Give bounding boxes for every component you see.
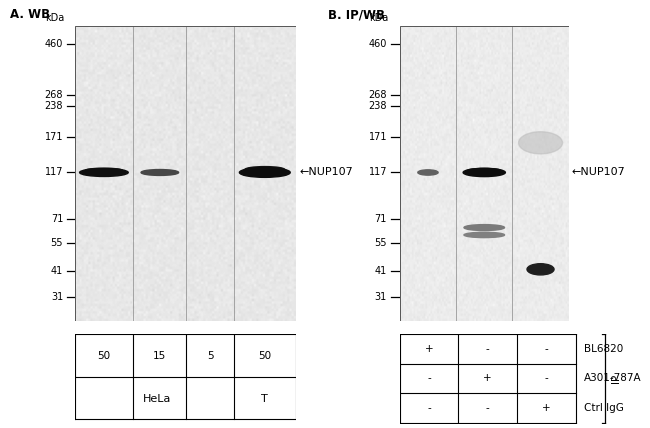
Ellipse shape (467, 168, 501, 173)
Text: 31: 31 (51, 292, 63, 302)
Ellipse shape (463, 168, 506, 177)
Ellipse shape (245, 166, 285, 172)
Text: ←NUP107: ←NUP107 (572, 167, 626, 178)
Text: 268: 268 (45, 90, 63, 100)
Text: HeLa: HeLa (143, 395, 171, 404)
Text: 460: 460 (369, 39, 387, 49)
Text: 41: 41 (51, 266, 63, 276)
Text: -: - (545, 344, 548, 354)
Text: 238: 238 (369, 101, 387, 111)
Text: kDa: kDa (369, 13, 389, 23)
Text: 117: 117 (45, 167, 63, 178)
Text: -: - (427, 403, 431, 413)
Text: kDa: kDa (46, 13, 64, 23)
Text: Ctrl IgG: Ctrl IgG (584, 403, 624, 413)
Ellipse shape (519, 132, 562, 154)
Ellipse shape (418, 170, 438, 175)
Text: 268: 268 (369, 90, 387, 100)
Text: 117: 117 (369, 167, 387, 178)
Text: 71: 71 (374, 214, 387, 224)
Text: -: - (486, 344, 489, 354)
Text: T: T (261, 395, 268, 404)
Ellipse shape (79, 169, 128, 176)
Ellipse shape (464, 232, 504, 238)
Text: 238: 238 (45, 101, 63, 111)
Ellipse shape (239, 168, 290, 177)
Text: 41: 41 (375, 266, 387, 276)
Text: +: + (484, 373, 492, 383)
Text: 50: 50 (98, 351, 111, 361)
Ellipse shape (464, 225, 504, 231)
Text: 5: 5 (207, 351, 213, 361)
Ellipse shape (85, 168, 123, 172)
Text: 55: 55 (51, 238, 63, 248)
Text: +: + (424, 344, 434, 354)
Text: 15: 15 (153, 351, 166, 361)
Text: +: + (542, 403, 551, 413)
Text: 71: 71 (51, 214, 63, 224)
Ellipse shape (527, 264, 554, 275)
Text: 55: 55 (374, 238, 387, 248)
Text: A301-787A: A301-787A (584, 373, 642, 383)
Text: -: - (427, 373, 431, 383)
Text: IP: IP (611, 374, 621, 383)
Text: 171: 171 (45, 132, 63, 142)
Text: -: - (486, 403, 489, 413)
Text: A. WB: A. WB (10, 9, 50, 21)
Text: 460: 460 (45, 39, 63, 49)
Ellipse shape (141, 169, 179, 175)
Text: -: - (545, 373, 548, 383)
Text: 31: 31 (375, 292, 387, 302)
Text: BL6820: BL6820 (584, 344, 623, 354)
Text: B. IP/WB: B. IP/WB (328, 9, 385, 21)
Text: ←NUP107: ←NUP107 (299, 167, 353, 178)
Text: 171: 171 (369, 132, 387, 142)
Text: 50: 50 (258, 351, 271, 361)
